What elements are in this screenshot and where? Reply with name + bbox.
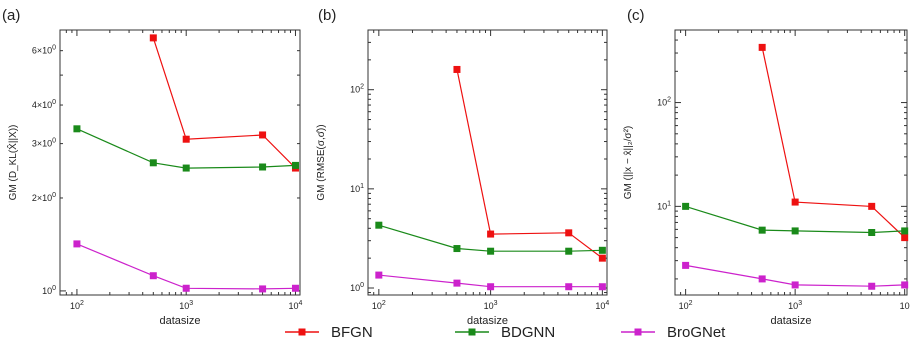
- y-tick-label: 101: [657, 200, 671, 211]
- data-point-bfgn: [487, 230, 495, 238]
- legend-marker-bfgn: [298, 328, 306, 336]
- x-tick-label: 104: [289, 300, 303, 311]
- data-point-brognet: [565, 283, 573, 291]
- data-point-bdgnn: [598, 246, 606, 254]
- x-tick-label: 103: [788, 300, 802, 311]
- series-line-bfgn: [761, 47, 906, 239]
- data-point-brognet: [682, 261, 690, 269]
- data-point-brognet: [901, 281, 909, 289]
- legend-marker-brognet: [634, 328, 642, 336]
- y-tick-label: 101: [350, 183, 364, 194]
- data-point-brognet: [868, 282, 876, 290]
- data-point-bdgnn: [868, 229, 876, 237]
- y-axis-label: GM (D_KL(X̂||X)): [5, 125, 19, 201]
- plot-frame: [367, 29, 608, 296]
- legend-label-brognet: BroGNet: [667, 324, 726, 341]
- data-point-bdgnn: [375, 221, 383, 229]
- data-point-bfgn: [182, 135, 190, 143]
- y-tick-label: 102: [657, 97, 671, 108]
- y-tick-label: 102: [350, 84, 364, 95]
- data-point-bdgnn: [565, 247, 573, 255]
- data-point-brognet: [291, 284, 299, 292]
- x-axis-label: datasize: [160, 315, 201, 327]
- data-point-bdgnn: [901, 227, 909, 235]
- data-point-bfgn: [259, 131, 267, 139]
- data-point-bfgn: [598, 254, 606, 262]
- data-point-bdgnn: [259, 163, 267, 171]
- x-axis-label: datasize: [771, 315, 812, 327]
- x-tick-label: 103: [179, 300, 193, 311]
- data-point-bdgnn: [182, 164, 190, 172]
- y-tick-label: 4×100: [32, 99, 56, 110]
- data-point-bfgn: [149, 34, 157, 42]
- x-tick-label: 104: [595, 300, 609, 311]
- plot-frame: [59, 29, 301, 296]
- legend: BFGN BDGNN BroGNet: [285, 324, 726, 341]
- legend-item-bdgnn: BDGNN: [455, 324, 555, 341]
- panel-letter: (a): [2, 7, 20, 24]
- data-point-brognet: [453, 279, 461, 287]
- series-line-bfgn: [456, 69, 603, 259]
- legend-item-brognet: BroGNet: [621, 324, 726, 341]
- data-point-bdgnn: [758, 226, 766, 234]
- panel-letter: (b): [318, 7, 336, 24]
- data-point-bfgn: [453, 65, 461, 73]
- y-tick-label: 2×100: [32, 192, 56, 203]
- x-tick-label: 102: [372, 300, 386, 311]
- data-point-bfgn: [868, 202, 876, 210]
- chart-panel-1: (a) 102 103 104 100 2×100 3×100 4×100 6×100 datas…: [2, 7, 303, 327]
- x-tick-label: 10: [900, 301, 910, 311]
- data-point-bdgnn: [453, 245, 461, 253]
- panel-letter: (c): [627, 7, 645, 24]
- data-point-brognet: [791, 281, 799, 289]
- series-line-brognet: [76, 243, 296, 290]
- data-point-bdgnn: [291, 161, 299, 169]
- data-point-brognet: [598, 283, 606, 291]
- plot-frame: [674, 29, 908, 296]
- data-point-bfgn: [791, 198, 799, 206]
- data-point-brognet: [259, 285, 267, 293]
- legend-label-bdgnn: BDGNN: [501, 324, 555, 341]
- x-tick-label: 102: [70, 300, 84, 311]
- chart-panel-2: (b) 102 103 104 100 101 102 datasize GM (RMSE(σ,…: [315, 7, 609, 327]
- x-axis-label: datasize: [467, 315, 508, 327]
- data-point-bdgnn: [73, 125, 81, 133]
- data-point-brognet: [375, 271, 383, 279]
- x-tick-label: 102: [679, 300, 693, 311]
- y-tick-label: 100: [42, 285, 56, 296]
- y-tick-label: 100: [350, 282, 364, 293]
- x-tick-label: 103: [484, 300, 498, 311]
- y-axis-label: GM (RMSE(σ,σ̂)): [315, 124, 327, 200]
- series-line-bfgn: [152, 37, 296, 169]
- legend-item-bfgn: BFGN: [285, 324, 373, 341]
- legend-marker-bdgnn: [468, 328, 476, 336]
- y-axis-label: GM (||x − x̂||₂/σ²): [622, 126, 634, 200]
- data-point-brognet: [182, 284, 190, 292]
- data-point-bfgn: [901, 234, 909, 242]
- y-tick-label: 6×100: [32, 45, 56, 56]
- data-point-bdgnn: [487, 247, 495, 255]
- data-point-bdgnn: [682, 202, 690, 210]
- data-point-bdgnn: [149, 159, 157, 167]
- series-line-bdgnn: [378, 224, 603, 252]
- data-point-brognet: [487, 283, 495, 291]
- data-point-brognet: [73, 240, 81, 248]
- data-point-brognet: [758, 275, 766, 283]
- chart-panel-3: (c) 102 103 10 101 102 datasize GM (||x − x̂||₂…: [622, 7, 910, 327]
- data-point-brognet: [149, 272, 157, 280]
- data-point-bdgnn: [791, 227, 799, 235]
- y-tick-label: 3×100: [32, 138, 56, 149]
- data-point-bfgn: [565, 229, 573, 237]
- data-point-bfgn: [758, 43, 766, 51]
- legend-label-bfgn: BFGN: [331, 324, 373, 341]
